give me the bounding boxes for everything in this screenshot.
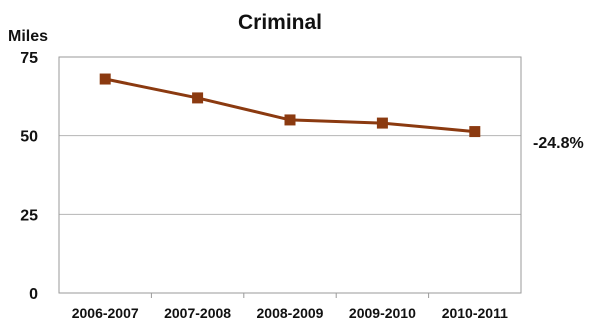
y-tick-label: 50 [20,129,38,146]
x-tick-label: 2006-2007 [72,305,139,321]
x-tick-label: 2009-2010 [349,305,416,321]
data-point-marker [99,73,111,85]
y-tick-label: 25 [20,207,38,224]
y-tick-label: 75 [20,50,38,67]
series-group [99,73,481,138]
x-axis-ticks: 2006-2007 2007-2008 2008-2009 2009-2010 2010… [72,293,508,321]
y-axis-label: Miles [8,28,48,45]
data-point-marker [376,117,388,129]
y-axis-ticks: 0 25 50 75 [20,50,38,303]
change-annotation: -24.8% [533,135,584,152]
chart-title: Criminal [238,11,322,34]
data-point-marker [469,126,481,138]
x-tick-label: 2008-2009 [257,305,324,321]
data-point-marker [192,92,204,104]
plot-frame [58,56,522,294]
gridlines [59,135,521,215]
data-point-marker [284,114,296,126]
x-tick-label: 2010-2011 [442,305,508,321]
y-tick-label: 0 [29,286,38,303]
x-tick-label: 2007-2008 [164,305,231,321]
